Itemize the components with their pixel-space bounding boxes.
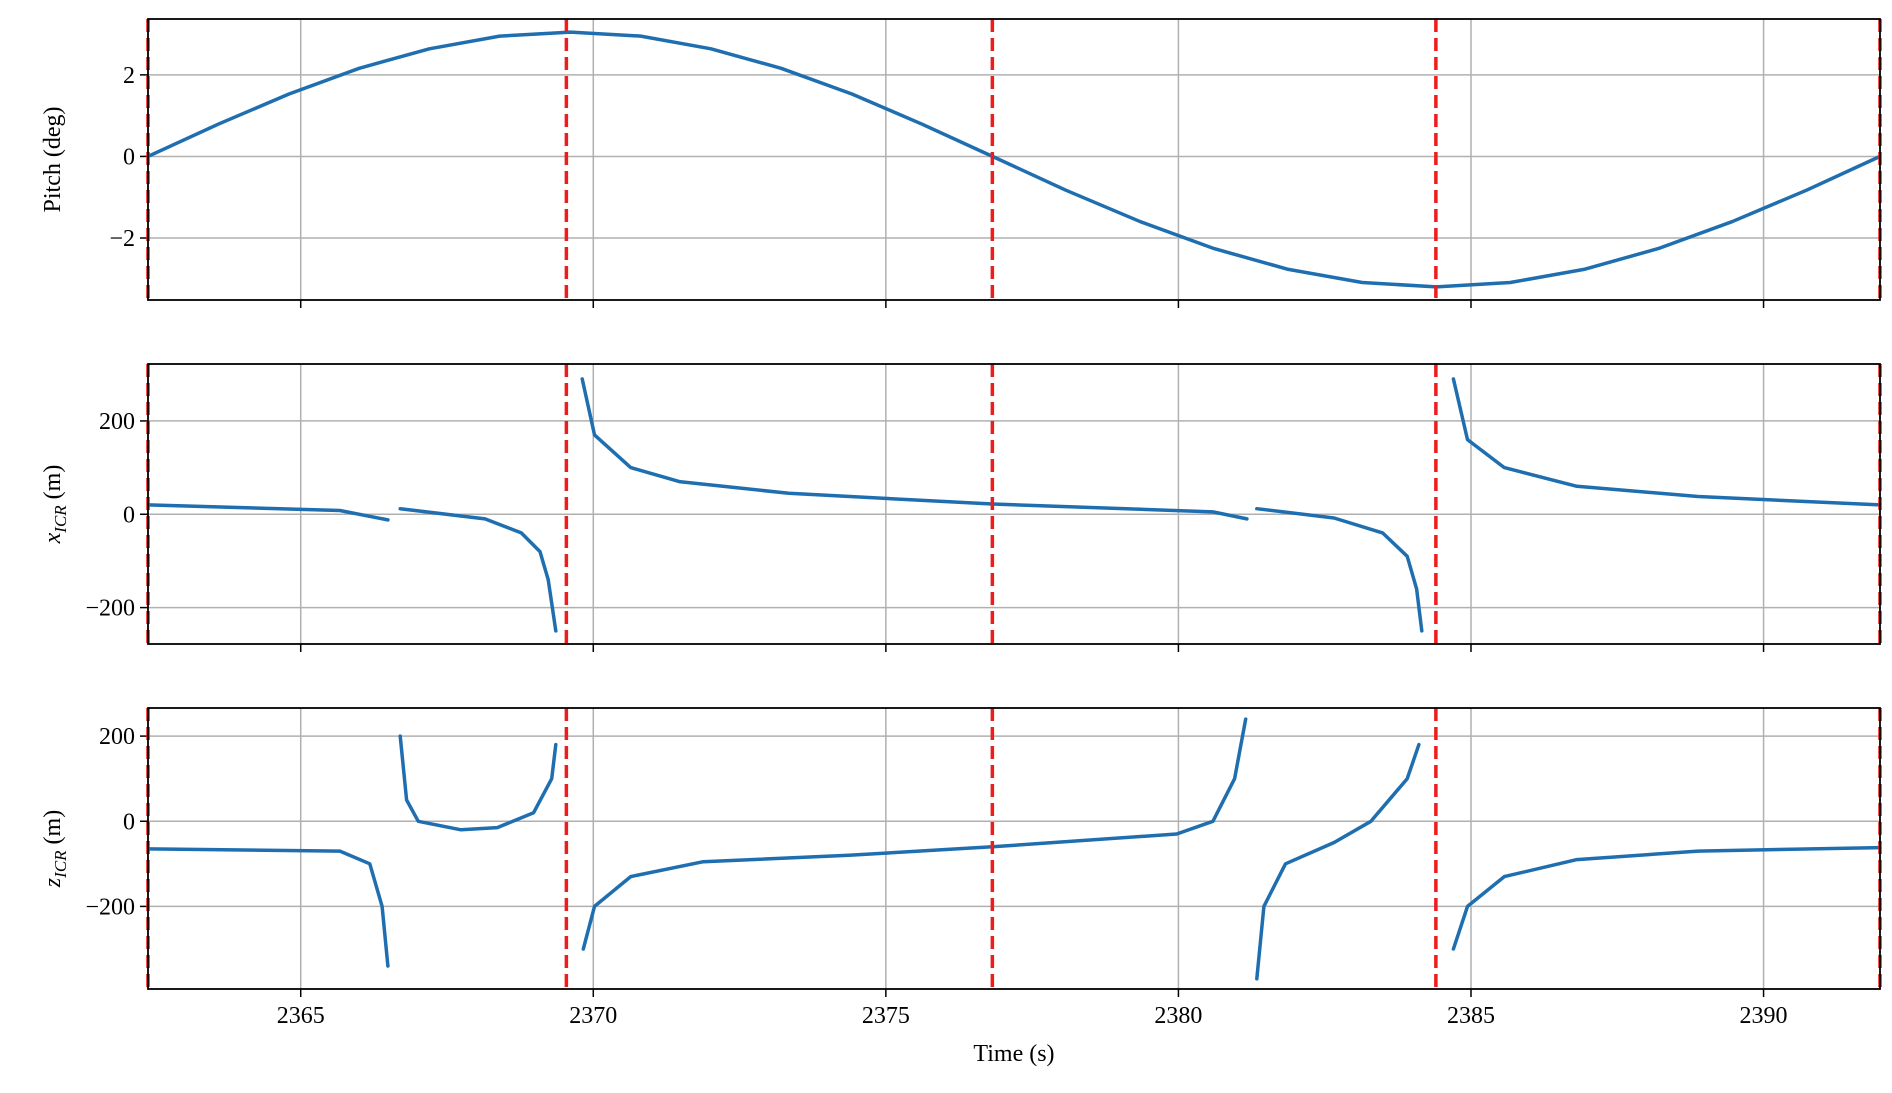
y-label-sub: ICR: [51, 505, 70, 534]
x-tick-label: 2390: [1740, 1003, 1788, 1029]
y-label: Pitch (deg): [40, 107, 66, 213]
axes-frame: [147, 18, 1881, 301]
y-label-text: Pitch (deg): [40, 107, 66, 213]
y-label: xICR (m): [40, 465, 70, 545]
x-label: Time (s): [973, 1041, 1054, 1067]
axes-frame: [147, 707, 1881, 990]
y-label-unit: (m): [40, 810, 66, 845]
data-line: [148, 377, 1880, 633]
y-tick-label: 200: [99, 724, 135, 750]
y-tick-label: −200: [85, 894, 135, 920]
y-label-var: x: [40, 532, 66, 544]
x-tick-label: 2375: [862, 1003, 910, 1029]
x-tick-label: 2385: [1447, 1003, 1495, 1029]
y-label-sub: ICR: [51, 850, 70, 879]
y-tick-label: 2: [123, 63, 135, 89]
data-line: [148, 30, 1880, 289]
y-label-unit: (m): [40, 465, 66, 500]
data-line: [148, 717, 1880, 981]
x-tick-label: 2370: [569, 1003, 617, 1029]
y-tick-label: 0: [123, 502, 135, 528]
axes-frame: [147, 363, 1881, 645]
y-tick-label: −200: [85, 596, 135, 622]
x-tick-label: 2380: [1154, 1003, 1202, 1029]
y-tick-label: −2: [109, 226, 135, 252]
y-tick-label: 0: [123, 809, 135, 835]
y-tick-label: 0: [123, 144, 135, 170]
x-tick-label: 2365: [277, 1003, 325, 1029]
y-tick-label: 200: [99, 409, 135, 435]
y-label-var: z: [40, 877, 66, 888]
y-label: zICR (m): [40, 810, 70, 888]
